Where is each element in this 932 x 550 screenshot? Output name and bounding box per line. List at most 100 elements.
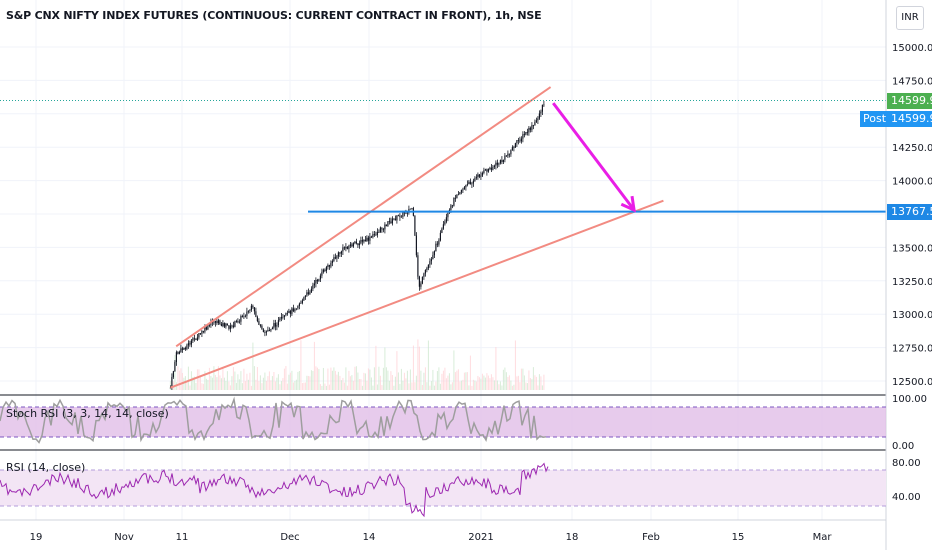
candle-body: [210, 322, 212, 326]
volume-bar: [255, 379, 257, 390]
candle-body: [432, 255, 434, 260]
candle-body: [342, 247, 344, 252]
volume-bar: [333, 367, 335, 390]
candle-body: [480, 175, 482, 177]
volume-bar: [489, 378, 491, 390]
volume-bar: [430, 381, 432, 390]
volume-bar: [268, 371, 270, 390]
candle-body: [181, 348, 183, 350]
volume-bar: [510, 380, 512, 390]
volume-bar: [534, 375, 536, 390]
volume-bar: [463, 372, 465, 390]
volume-bar: [388, 380, 390, 390]
volume-bar: [261, 383, 263, 390]
candle-body: [216, 320, 218, 324]
volume-bar: [418, 346, 420, 390]
volume-bar: [456, 370, 458, 390]
volume-bar: [393, 385, 395, 390]
volume-bar: [348, 370, 350, 390]
candle-body: [321, 271, 323, 276]
volume-bar: [280, 381, 282, 390]
candle-body: [471, 183, 473, 185]
candle-body: [360, 240, 362, 244]
candle-body: [520, 138, 522, 142]
lower-trendline[interactable]: [170, 199, 664, 389]
candle-body: [336, 256, 338, 259]
volume-bar: [345, 367, 347, 390]
candle-body: [318, 279, 320, 282]
volume-bar: [540, 376, 542, 390]
candle-body: [277, 320, 279, 326]
candle-body: [430, 259, 432, 262]
chart-title: S&P CNX NIFTY INDEX FUTURES (CONTINUOUS:…: [6, 9, 542, 22]
upper-trendline[interactable]: [175, 86, 552, 348]
volume-bar: [295, 379, 297, 390]
candle-body: [255, 311, 257, 318]
candle-body: [334, 257, 336, 259]
candle-body: [325, 267, 327, 271]
candle-body: [303, 297, 305, 301]
candle-body: [516, 140, 518, 144]
candle-body: [405, 212, 407, 214]
candle-body: [172, 371, 174, 377]
volume-bar: [504, 367, 506, 390]
price-tick-label: 13000.00: [892, 310, 932, 321]
candle-body: [189, 343, 191, 345]
volume-bar: [480, 378, 482, 390]
volume-bar: [282, 378, 284, 390]
volume-bar: [532, 367, 534, 390]
volume-bar: [493, 380, 495, 390]
volume-bar: [291, 370, 293, 390]
volume-bar: [516, 376, 518, 390]
volume-bar: [307, 375, 309, 390]
stoch-band-fill: [0, 407, 886, 437]
candle-body: [528, 127, 530, 133]
volume-bar: [391, 375, 393, 390]
volume-bar: [405, 378, 407, 390]
candle-body: [225, 323, 227, 327]
candle-body: [358, 243, 360, 246]
candle-body: [201, 331, 203, 334]
volume-bar: [216, 377, 218, 390]
volume-bar: [400, 368, 402, 390]
volume-bar: [475, 381, 477, 390]
candle-body: [207, 324, 209, 330]
volume-bar: [370, 377, 372, 390]
candle-body: [411, 208, 413, 209]
volume-bar: [426, 382, 428, 390]
candle-body: [504, 155, 506, 160]
candle-body: [307, 292, 309, 294]
currency-button[interactable]: INR: [896, 6, 924, 30]
candle-body: [514, 143, 516, 148]
volume-bar: [303, 382, 305, 390]
candle-body: [243, 316, 245, 318]
time-tick-label: 18: [566, 532, 579, 543]
volume-bar: [537, 385, 539, 390]
candle-body: [297, 306, 299, 309]
candle-body: [265, 331, 267, 333]
candle-body: [423, 273, 425, 277]
candle-body: [390, 221, 392, 224]
volume-bar: [442, 370, 444, 390]
candle-body: [489, 167, 491, 169]
candle-body: [523, 134, 525, 136]
candle-body: [340, 251, 342, 254]
candle-body: [474, 178, 476, 181]
volume-bar: [204, 371, 206, 390]
candle-body: [399, 215, 401, 218]
volume-bar: [313, 341, 315, 390]
volume-bar: [264, 372, 266, 390]
candle-body: [315, 279, 317, 284]
volume-bar: [315, 366, 317, 390]
volume-bar: [177, 366, 179, 390]
volume-bar: [211, 377, 213, 390]
volume-bar: [454, 372, 456, 390]
candle-body: [400, 216, 402, 218]
candle-body: [543, 104, 545, 106]
candle-body: [249, 310, 251, 311]
candle-body: [385, 224, 387, 227]
candle-body: [190, 340, 192, 345]
time-axis[interactable]: 19 Nov 11 Dec 14 2021 18 Feb 15 Mar: [30, 532, 833, 543]
projection-arrow[interactable]: [552, 102, 636, 211]
